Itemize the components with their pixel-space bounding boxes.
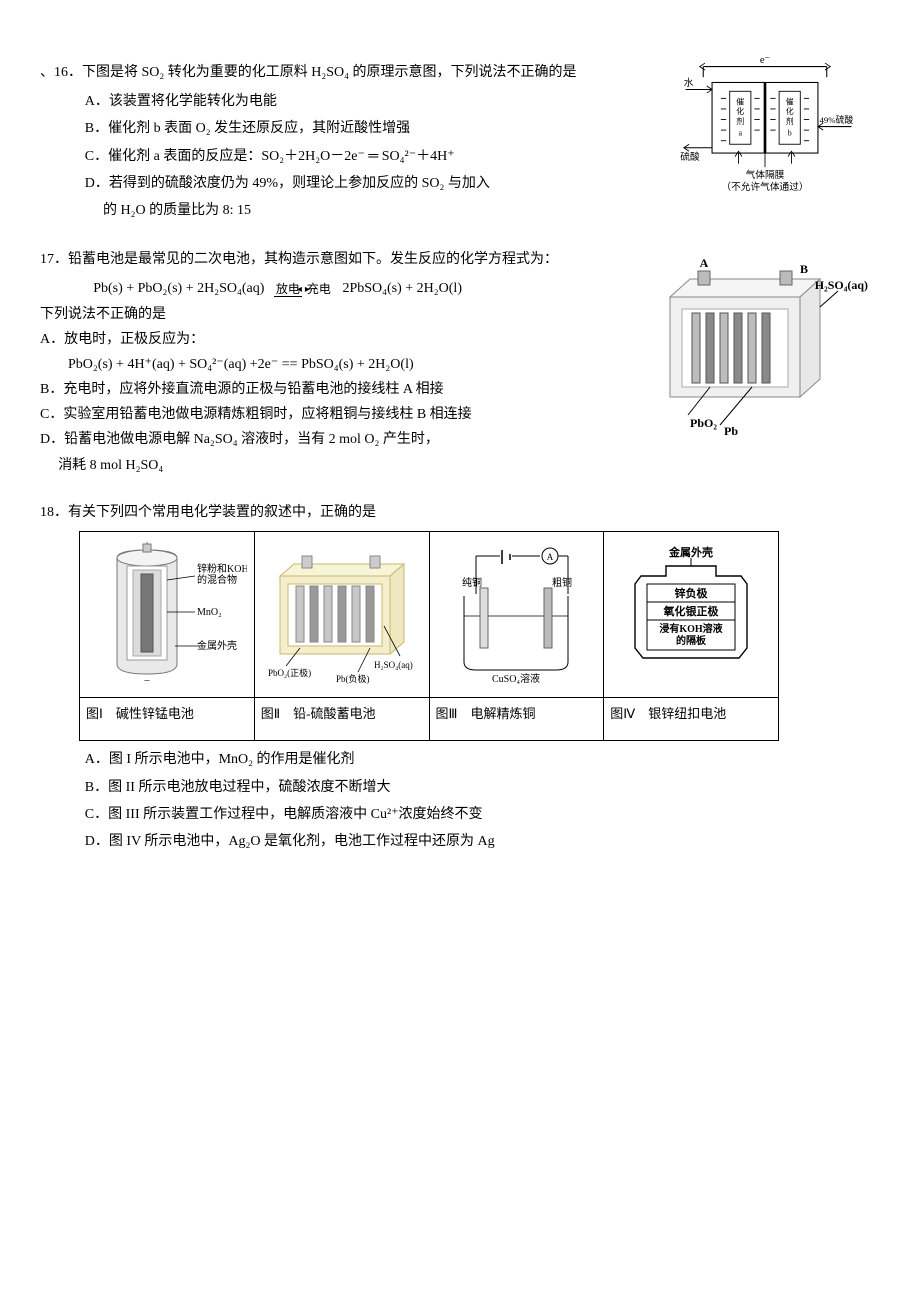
label-e: e⁻ xyxy=(760,56,771,66)
label-pbo2: PbO₂ xyxy=(690,416,717,430)
eq-bot: 充电 xyxy=(307,282,331,296)
svg-text:浸有KOH溶液: 浸有KOH溶液 xyxy=(659,622,722,635)
q18-stem: 有关下列四个常用电化学装置的叙述中，正确的是 xyxy=(68,505,376,520)
eq-left: Pb(s) + PbO₂(s) + 2H₂SO₄(aq) xyxy=(93,281,264,296)
q16-diagram: e⁻ 催 化 剂 a 催 化 剂 b xyxy=(665,56,865,206)
label-pb: Pb xyxy=(724,424,738,437)
svg-text:剂: 剂 xyxy=(736,116,744,126)
label-acid-out: 硫酸 xyxy=(680,150,700,163)
label-terminal-a: A xyxy=(700,256,709,270)
svg-text:锌负极: 锌负极 xyxy=(675,586,709,600)
eq-right: 2PbSO₄(s) + 2H₂O(l) xyxy=(342,281,462,296)
label-membrane1: 气体隔膜 xyxy=(746,168,785,181)
svg-text:CuSO₄溶液: CuSO₄溶液 xyxy=(492,672,540,685)
device-table: + − 锌粉和KOH 的混合物 MnO₂ 金属外壳 xyxy=(79,531,779,741)
q17-diagram: A B H₂SO₄(aq) PbO₂ Pb xyxy=(650,247,870,437)
svg-text:纯铜: 纯铜 xyxy=(462,576,482,589)
svg-text:金属外壳: 金属外壳 xyxy=(197,639,237,652)
question-17: A B H₂SO₄(aq) PbO₂ Pb 17．铅蓄电池是最常见的二次电池，其… xyxy=(40,247,870,478)
q18-opt-d: D．图 IV 所示电池中，Ag₂O 是氧化剂，电池工作过程中还原为 Ag xyxy=(85,829,870,854)
svg-text:催: 催 xyxy=(736,97,744,107)
cell-1-fig: + − 锌粉和KOH 的混合物 MnO₂ 金属外壳 xyxy=(80,532,255,698)
label-water: 水 xyxy=(684,77,694,89)
label-terminal-b: B xyxy=(800,262,808,276)
cell-4-caption: 图Ⅳ 银锌纽扣电池 xyxy=(604,698,779,741)
q18-opt-c: C．图 III 所示装置工作过程中，电解质溶液中 Cu²⁺浓度始终不变 xyxy=(85,802,870,827)
q18-opt-a: A．图 I 所示电池中，MnO₂ 的作用是催化剂 xyxy=(85,747,870,772)
cell-3-caption: 图Ⅲ 电解精炼铜 xyxy=(429,698,604,741)
q16-number: 、16． xyxy=(40,65,82,80)
question-16: e⁻ 催 化 剂 a 催 化 剂 b xyxy=(40,60,870,225)
svg-text:的混合物: 的混合物 xyxy=(197,573,237,586)
svg-text:金属外壳: 金属外壳 xyxy=(668,545,713,559)
svg-text:A: A xyxy=(547,552,554,562)
cell-3-fig: A 纯铜 粗铜 CuSO₄溶液 xyxy=(429,532,604,698)
svg-text:MnO₂: MnO₂ xyxy=(197,607,222,618)
svg-text:氧化银正极: 氧化银正极 xyxy=(663,604,720,618)
svg-text:b: b xyxy=(788,128,792,137)
cell-1-caption: 图Ⅰ 碱性锌锰电池 xyxy=(80,698,255,741)
svg-text:Pb(负极): Pb(负极) xyxy=(336,673,370,684)
svg-text:化: 化 xyxy=(736,106,744,116)
svg-text:H₂SO₄(aq): H₂SO₄(aq) xyxy=(374,660,413,670)
svg-text:粗铜: 粗铜 xyxy=(552,577,572,589)
figure-q16: e⁻ 催 化 剂 a 催 化 剂 b xyxy=(660,56,870,214)
svg-text:化: 化 xyxy=(786,106,794,116)
label-membrane2: （不允许气体通过） xyxy=(721,180,808,193)
svg-text:催: 催 xyxy=(786,97,794,107)
q17-number: 17． xyxy=(40,252,68,267)
svg-text:PbO₂(正极): PbO₂(正极) xyxy=(268,667,311,678)
q18-opt-b: B．图 II 所示电池放电过程中，硫酸浓度不断增大 xyxy=(85,775,870,800)
figure-q17: A B H₂SO₄(aq) PbO₂ Pb xyxy=(650,247,870,445)
q16-stem-text: 下图是将 SO₂ 转化为重要的化工原料 H₂SO₄ 的原理示意图，下列说法不正确… xyxy=(82,65,577,80)
cell-2-fig: PbO₂(正极) Pb(负极) H₂SO₄(aq) xyxy=(254,532,429,698)
eq-arrows: 放电▸ ◂充电 xyxy=(274,283,333,296)
cell-4-fig: 金属外壳 锌负极 氧化银正极 浸有KOH溶液 的隔板 xyxy=(604,532,779,698)
label-h2so4: H₂SO₄(aq) xyxy=(815,278,868,292)
cell-2-caption: 图Ⅱ 铅-硫酸蓄电池 xyxy=(254,698,429,741)
svg-text:剂: 剂 xyxy=(786,116,794,126)
label-49: 49%硫酸 xyxy=(819,114,853,125)
q18-options: A．图 I 所示电池中，MnO₂ 的作用是催化剂 B．图 II 所示电池放电过程… xyxy=(40,747,870,854)
question-18: 18．有关下列四个常用电化学装置的叙述中，正确的是 xyxy=(40,500,870,525)
svg-text:−: − xyxy=(144,675,150,686)
q17-stem: 铅蓄电池是最常见的二次电池，其构造示意图如下。发生反应的化学方程式为： xyxy=(68,252,558,267)
svg-text:a: a xyxy=(739,128,743,137)
q17-opt-d2: 消耗 8 mol H₂SO₄ xyxy=(40,453,870,478)
svg-text:的隔板: 的隔板 xyxy=(676,634,707,647)
q18-number: 18． xyxy=(40,505,68,520)
svg-text:锌粉和KOH: 锌粉和KOH xyxy=(197,562,247,575)
